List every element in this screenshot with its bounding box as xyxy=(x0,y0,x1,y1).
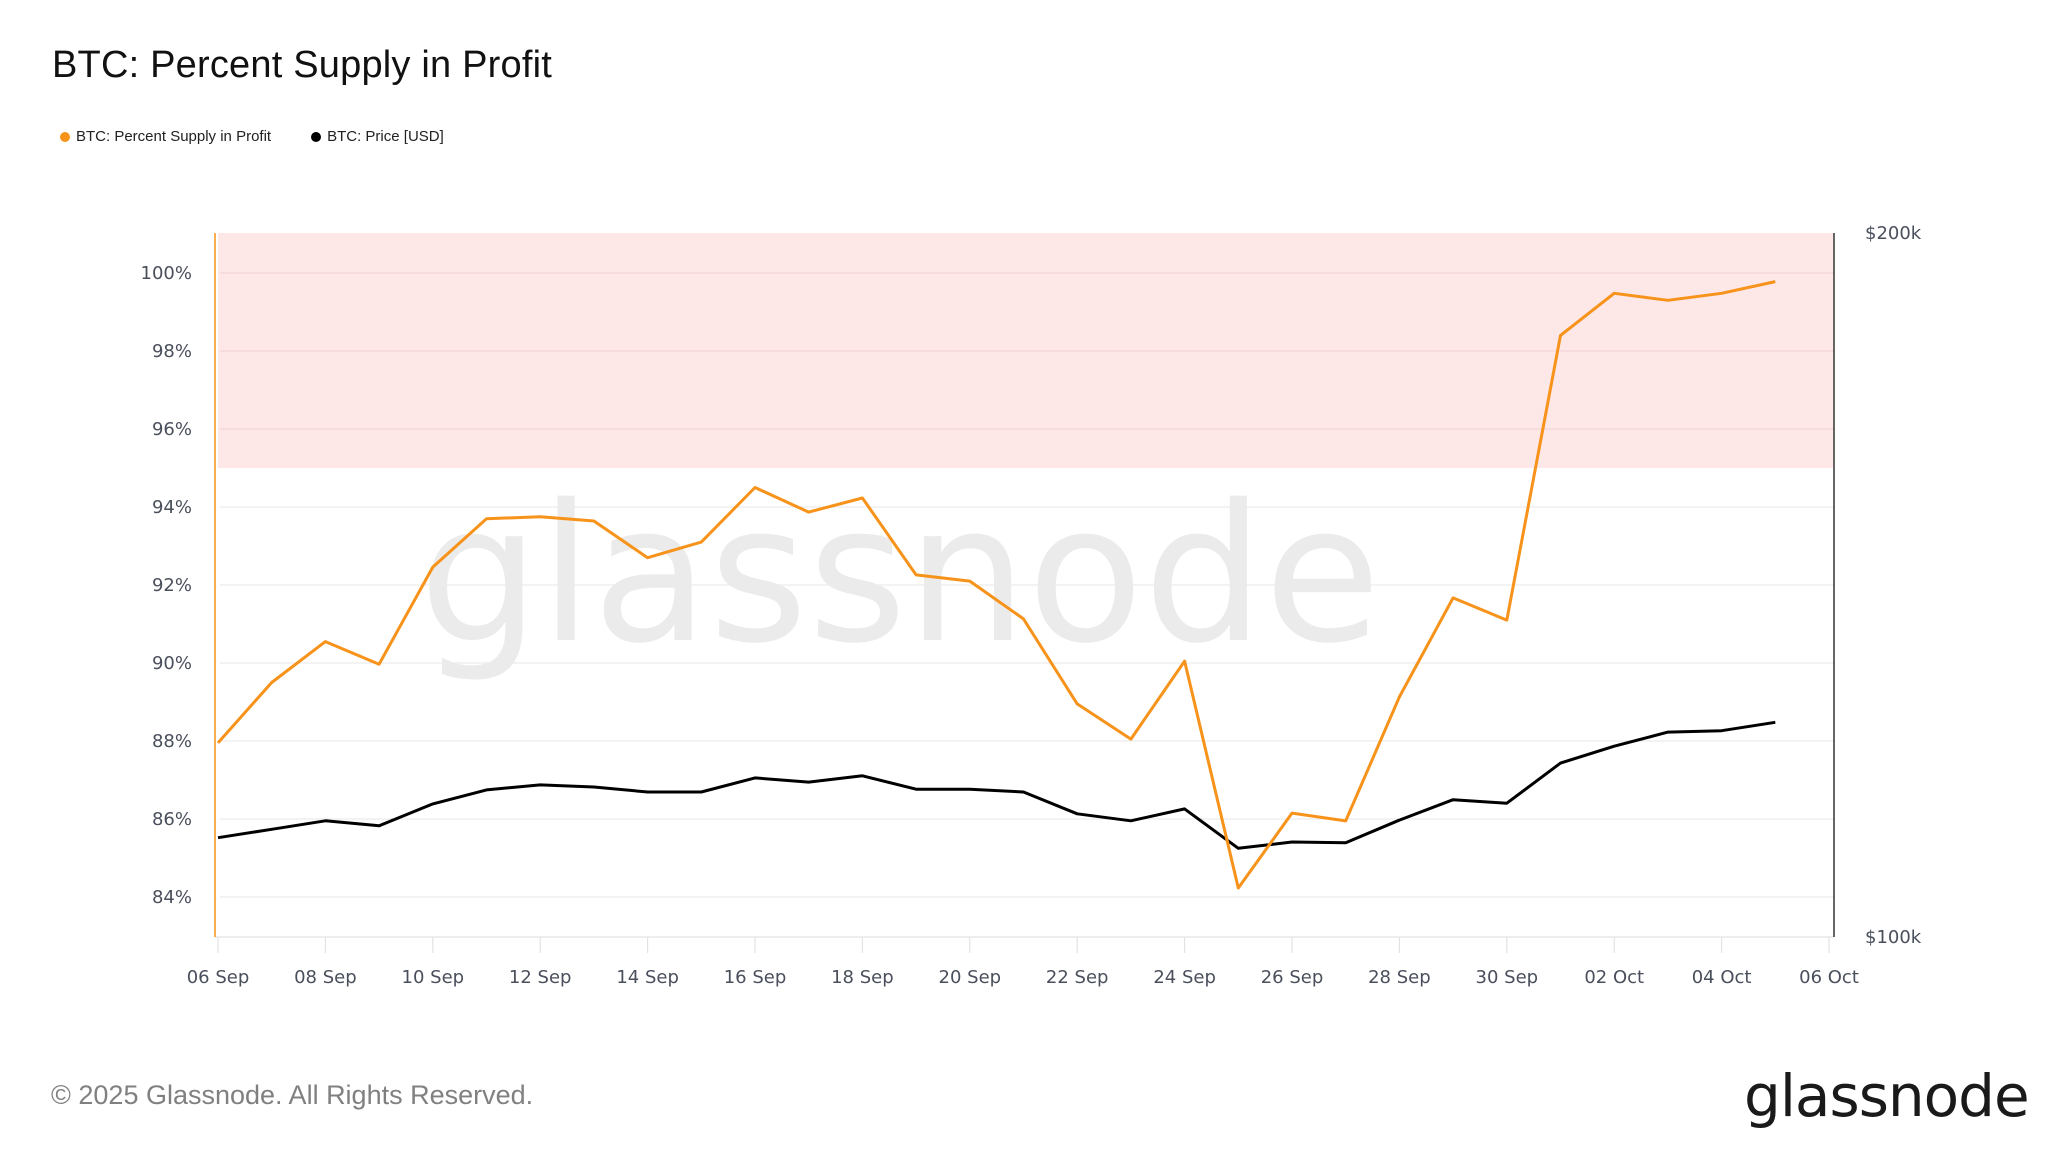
y-left-tick: 84% xyxy=(152,887,192,908)
y-left-tick: 96% xyxy=(152,419,192,440)
y-left-tick: 100% xyxy=(141,263,192,284)
y-axis-right: $200k $100k xyxy=(1865,223,1922,948)
x-axis: 06 Sep 08 Sep 10 Sep 12 Sep 14 Sep 16 Sep 18 S… xyxy=(187,936,1859,988)
y-left-tick: 98% xyxy=(152,341,192,362)
y-left-tick: 92% xyxy=(152,575,192,596)
black-dot-icon xyxy=(311,131,322,142)
x-tick: 28 Sep xyxy=(1368,967,1431,988)
x-tick: 24 Sep xyxy=(1153,967,1216,988)
y-left-tick: 94% xyxy=(152,497,192,518)
x-tick: 22 Sep xyxy=(1046,967,1109,988)
x-tick: 04 Oct xyxy=(1692,967,1752,988)
x-tick: 20 Sep xyxy=(939,967,1002,988)
price-line[interactable] xyxy=(217,720,1776,850)
copyright: © 2025 Glassnode. All Rights Reserved. xyxy=(51,1080,534,1110)
legend-label-price: BTC: Price [USD] xyxy=(327,128,444,145)
y-left-tick: 90% xyxy=(152,653,192,674)
supply-line[interactable] xyxy=(216,280,1776,890)
y-left-tick: 86% xyxy=(152,809,192,830)
x-tick: 26 Sep xyxy=(1261,967,1324,988)
legend-item-price[interactable]: BTC: Price [USD] xyxy=(311,128,444,145)
x-tick: 12 Sep xyxy=(509,967,572,988)
legend-label-supply: BTC: Percent Supply in Profit xyxy=(76,128,272,145)
y-right-tick: $200k xyxy=(1865,223,1922,244)
orange-dot-icon xyxy=(60,131,70,142)
x-tick: 10 Sep xyxy=(402,967,465,988)
x-tick: 06 Oct xyxy=(1799,967,1859,988)
glassnode-logo: glassnode xyxy=(1744,1062,2030,1130)
legend-item-supply[interactable]: BTC: Percent Supply in Profit xyxy=(60,128,271,145)
y-right-tick: $100k xyxy=(1865,927,1922,948)
chart-title: BTC: Percent Supply in Profit xyxy=(52,44,553,86)
x-tick: 06 Sep xyxy=(187,967,250,988)
y-axis-left: 84% 86% 88% 90% 92% 94% 96% 98% 100% xyxy=(141,263,192,908)
x-tick: 14 Sep xyxy=(616,967,679,988)
watermark: glassnode xyxy=(419,464,1381,685)
y-left-tick: 88% xyxy=(152,731,192,752)
legend: BTC: Percent Supply in Profit BTC: Price… xyxy=(60,128,444,145)
x-tick: 08 Sep xyxy=(294,967,357,988)
x-tick: 18 Sep xyxy=(831,967,894,988)
gridlines xyxy=(220,272,1834,898)
x-tick: 02 Oct xyxy=(1584,967,1644,988)
x-tick: 16 Sep xyxy=(724,967,787,988)
x-tick: 30 Sep xyxy=(1476,967,1539,988)
